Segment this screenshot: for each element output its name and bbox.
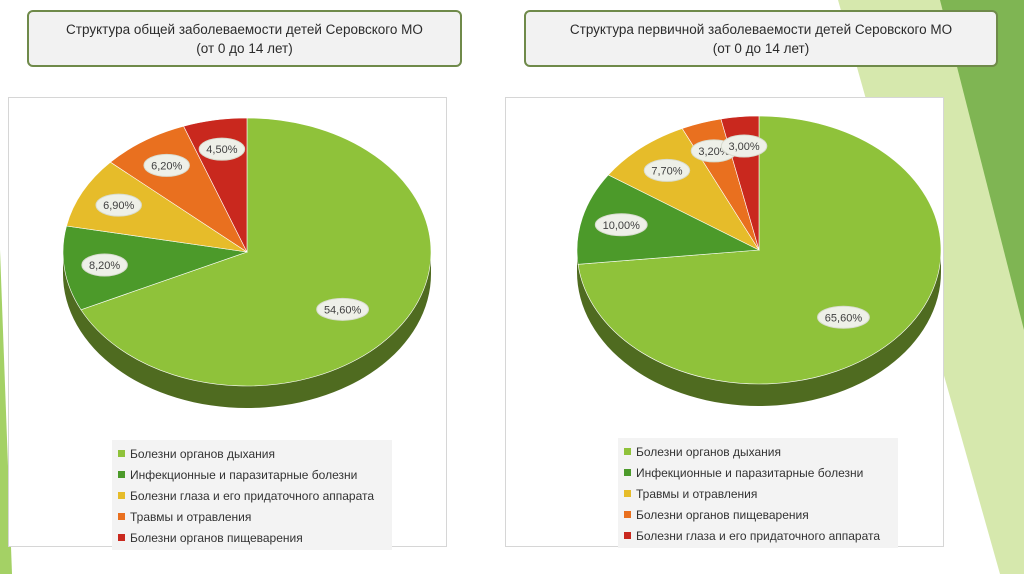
legend-label: Болезни органов пищеварения	[636, 507, 809, 522]
left-chart-panel: 54,60% 8,20% 6,90% 6,20% 4,50% Болезни орган…	[8, 97, 447, 550]
data-label: 4,50%	[198, 137, 246, 161]
legend-swatch	[624, 448, 631, 455]
data-label-bubble	[643, 158, 691, 182]
data-label: 54,60%	[316, 297, 369, 321]
legend-label: Травмы и отравления	[636, 486, 758, 501]
data-label-bubble	[817, 305, 870, 329]
data-label-bubble	[95, 193, 142, 217]
data-label: 3,00%	[720, 134, 768, 158]
data-label-bubble	[720, 134, 768, 158]
data-label-text: 10,00%	[603, 220, 641, 232]
legend-label: Болезни органов пищеварения	[130, 530, 303, 545]
data-label-bubble	[198, 137, 246, 161]
data-label-text: 7,70%	[651, 165, 682, 177]
legend-swatch	[118, 471, 125, 478]
pie-slice	[62, 225, 248, 311]
left-title-line2: (от 0 до 14 лет)	[196, 40, 293, 56]
legend-item: Болезни органов пищеварения	[624, 504, 892, 525]
legend-item: Болезни органов пищеварения	[118, 527, 386, 548]
pie-side-wall	[63, 252, 431, 408]
legend-item: Травмы и отравления	[624, 483, 892, 504]
data-label-bubble	[143, 153, 190, 177]
data-label-text: 6,90%	[103, 200, 134, 212]
data-label-bubble	[316, 297, 369, 321]
data-label-text: 54,60%	[324, 304, 362, 316]
legend-swatch	[624, 490, 631, 497]
data-label: 7,70%	[643, 158, 691, 182]
legend-item: Инфекционные и паразитарные болезни	[624, 462, 892, 483]
legend-label: Болезни глаза и его придаточного аппарат…	[130, 488, 375, 503]
data-label: 8,20%	[81, 253, 128, 277]
legend-label: Болезни органов дыхания	[636, 444, 782, 459]
data-label-text: 8,20%	[89, 260, 120, 272]
legend-swatch	[624, 511, 631, 518]
legend-label: Болезни глаза и его придаточного аппарат…	[636, 528, 881, 543]
legend-item: Травмы и отравления	[118, 506, 386, 527]
data-label: 10,00%	[594, 213, 648, 237]
legend-label: Болезни органов дыхания	[130, 446, 276, 461]
left-title-line1: Структура общей заболеваемости детей Сер…	[66, 21, 423, 37]
legend-label: Инфекционные и паразитарные болезни	[130, 467, 358, 482]
data-label-bubble	[81, 253, 128, 277]
legend-item: Болезни глаза и его придаточного аппарат…	[118, 485, 386, 506]
legend-item: Инфекционные и паразитарные болезни	[118, 464, 386, 485]
data-label: 6,20%	[143, 153, 190, 177]
legend-swatch	[118, 534, 125, 541]
right-title-line1: Структура первичной заболеваемости детей…	[569, 21, 953, 37]
right-title-line2: (от 0 до 14 лет)	[712, 40, 810, 56]
pie-slice	[576, 174, 761, 265]
legend-item: Болезни органов дыхания	[624, 441, 892, 462]
legend-swatch	[118, 450, 125, 457]
legend-swatch	[624, 532, 631, 539]
data-label-text: 6,20%	[151, 160, 182, 172]
data-label: 65,60%	[817, 305, 870, 329]
legend-swatch	[118, 492, 125, 499]
data-label: 6,90%	[95, 193, 142, 217]
deco-triangle-dark	[940, 0, 1024, 330]
pie-side-wall	[577, 250, 941, 406]
legend-swatch	[624, 469, 631, 476]
pie-slice	[607, 128, 760, 251]
legend-label: Инфекционные и паразитарные болезни	[636, 465, 864, 480]
right-chart-legend: Болезни органов дыхания Инфекционные и па…	[618, 438, 898, 548]
right-chart-panel: 65,60% 10,00% 7,70% 3,20% 3,00% Болезни орга…	[505, 97, 944, 548]
data-label-bubble	[594, 213, 648, 237]
right-pie-chart: 65,60%10,00%7,70%3,20%3,00%	[576, 115, 942, 406]
data-label-text: 65,60%	[825, 312, 863, 324]
left-chart-legend: Болезни органов дыхания Инфекционные и па…	[112, 440, 392, 550]
right-chart-title: Структура первичной заболеваемости детей…	[524, 10, 998, 67]
legend-item: Болезни глаза и его придаточного аппарат…	[624, 525, 892, 546]
pie-slice	[66, 161, 248, 253]
data-label-text: 3,00%	[728, 141, 759, 153]
left-chart-title: Структура общей заболеваемости детей Сер…	[27, 10, 462, 67]
legend-item: Болезни органов дыхания	[118, 443, 386, 464]
data-label-text: 4,50%	[206, 144, 237, 156]
legend-label: Травмы и отравления	[130, 509, 252, 524]
left-pie-chart: 54,60% 8,20% 6,90% 6,20% 4,50%	[62, 117, 432, 408]
legend-swatch	[118, 513, 125, 520]
